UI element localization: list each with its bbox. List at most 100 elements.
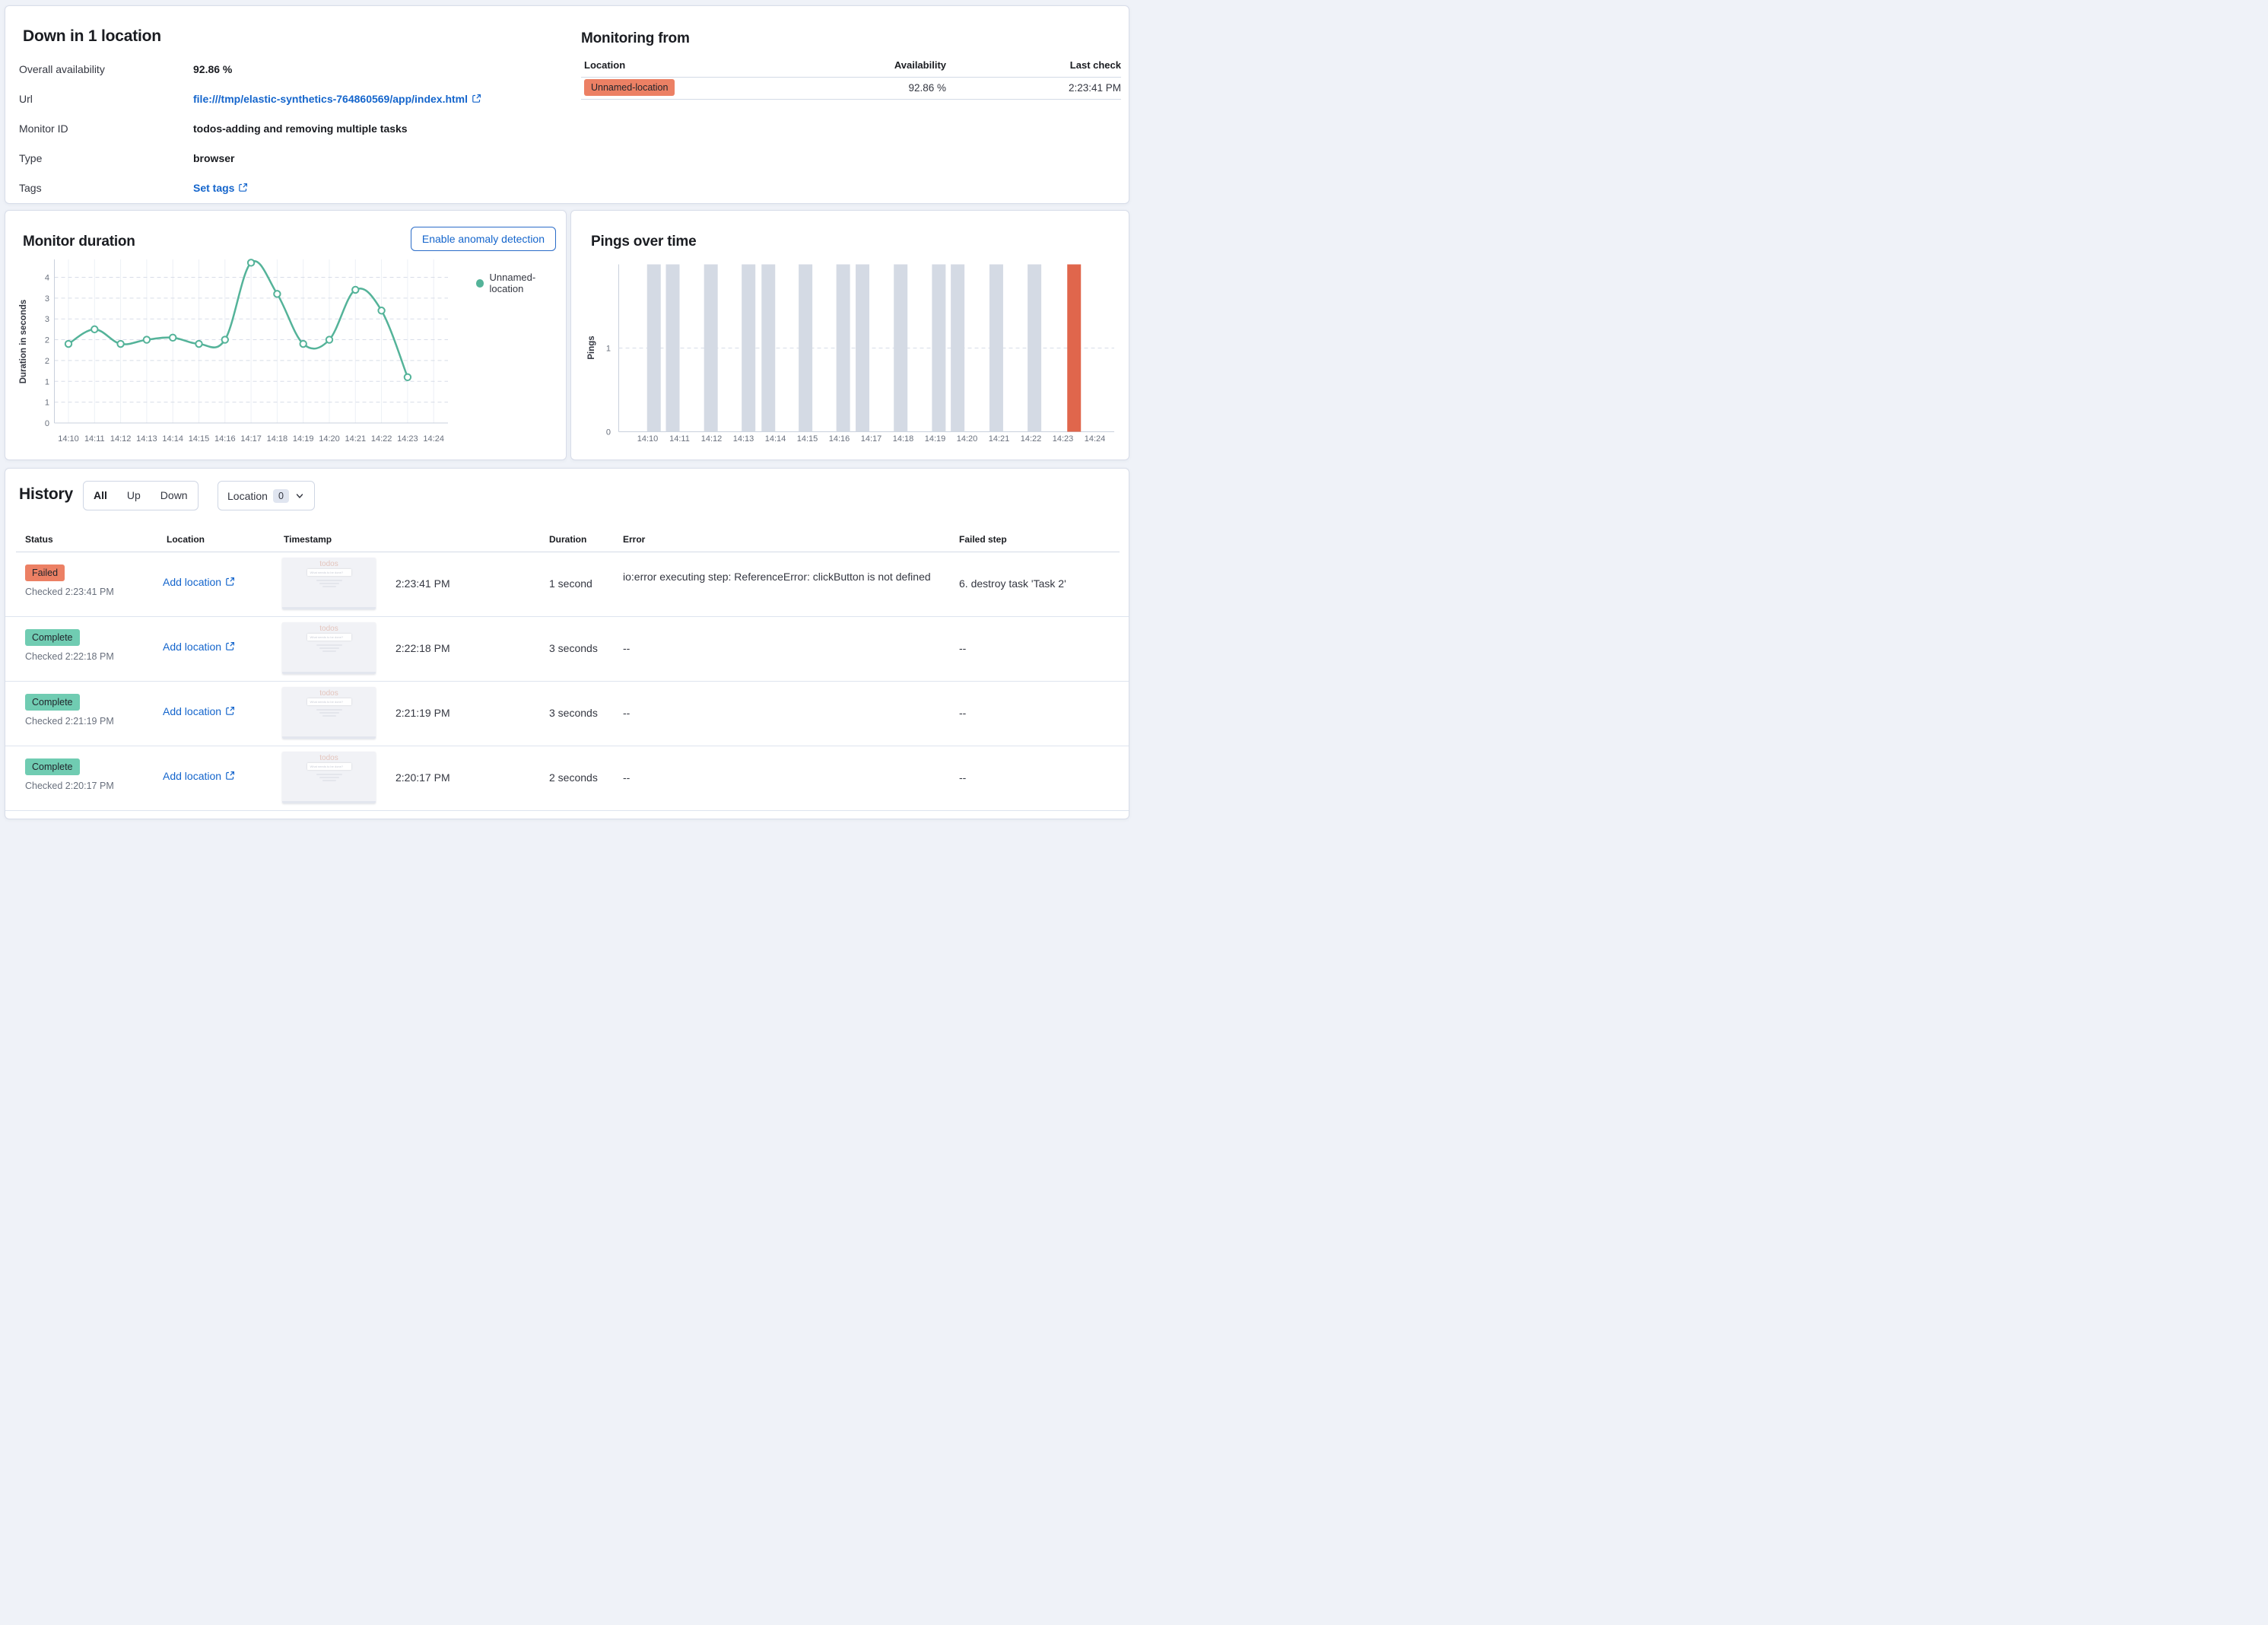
location-filter-dropdown[interactable]: Location 0 <box>218 481 315 510</box>
duration-cell: 2 seconds <box>549 771 598 784</box>
external-link-icon <box>226 577 235 586</box>
external-link-icon <box>239 183 248 192</box>
thumbnail-app-title: todos <box>319 625 338 633</box>
enable-anomaly-detection-button[interactable]: Enable anomaly detection <box>410 227 556 251</box>
add-location-link[interactable]: Add location <box>163 641 235 653</box>
add-location-link[interactable]: Add location <box>163 576 235 588</box>
step-screenshot-thumbnail[interactable]: todos What needs to be done? <box>282 622 376 674</box>
svg-text:14:17: 14:17 <box>861 434 882 444</box>
thumbnail-input: What needs to be done? <box>307 569 351 576</box>
svg-text:14:15: 14:15 <box>797 434 818 444</box>
thumbnail-input: What needs to be done? <box>307 763 351 770</box>
summary-row-url: Url file:///tmp/elastic-synthetics-764860… <box>19 93 551 114</box>
error-cell: -- <box>623 642 631 654</box>
summary-label: Monitor ID <box>19 122 68 135</box>
svg-text:Duration in seconds: Duration in seconds <box>19 300 28 384</box>
checked-time: Checked 2:23:41 PM <box>25 587 114 597</box>
status-badge: Failed <box>25 564 65 581</box>
svg-text:14:18: 14:18 <box>893 434 914 444</box>
svg-text:14:23: 14:23 <box>397 434 418 444</box>
legend-label: Unnamed-location <box>489 272 536 294</box>
error-cell: -- <box>623 771 631 784</box>
svg-text:14:11: 14:11 <box>84 434 105 444</box>
thumbnail-input: What needs to be done? <box>307 634 351 641</box>
summary-label: Type <box>19 152 43 164</box>
svg-text:14:14: 14:14 <box>765 434 786 444</box>
th-location: Location <box>167 534 205 545</box>
chart-legend[interactable]: Unnamed-location <box>476 272 566 294</box>
th-duration: Duration <box>549 534 587 545</box>
thumbnail-app-title: todos <box>319 754 338 762</box>
thumbnail-app-title: todos <box>319 560 338 568</box>
failed-step-cell: -- <box>959 771 967 784</box>
monitoring-from-title: Monitoring from <box>581 30 690 46</box>
add-location-link[interactable]: Add location <box>163 705 235 717</box>
svg-text:14:14: 14:14 <box>162 434 183 444</box>
filter-down[interactable]: Down <box>160 489 188 501</box>
filter-all[interactable]: All <box>94 489 107 501</box>
location-badge: Unnamed-location <box>584 79 675 96</box>
summary-link[interactable]: Set tags <box>193 182 248 194</box>
svg-text:4: 4 <box>45 273 49 282</box>
status-filter-group: All Up Down <box>83 481 199 510</box>
summary-label: Tags <box>19 182 42 194</box>
external-link-icon <box>472 94 481 103</box>
external-link-icon <box>226 771 235 780</box>
svg-text:1: 1 <box>45 399 49 408</box>
error-cell: -- <box>623 707 631 719</box>
summary-row-overall-availability: Overall availability 92.86 % <box>19 63 551 84</box>
error-cell: io:error executing step: ReferenceError:… <box>623 571 931 583</box>
svg-text:14:11: 14:11 <box>669 434 690 444</box>
svg-text:14:15: 14:15 <box>189 434 210 444</box>
step-screenshot-thumbnail[interactable]: todos What needs to be done? <box>282 752 376 803</box>
th-failed-step: Failed step <box>959 534 1007 545</box>
svg-text:14:18: 14:18 <box>267 434 288 444</box>
svg-text:3: 3 <box>45 294 49 304</box>
svg-text:3: 3 <box>45 315 49 324</box>
duration-cell: 1 second <box>549 577 592 590</box>
th-timestamp: Timestamp <box>284 534 332 545</box>
step-screenshot-thumbnail[interactable]: todos What needs to be done? <box>282 558 376 609</box>
monitor-overview-panel: Down in 1 location Overall availability 9… <box>5 5 1129 204</box>
pings-over-time-title: Pings over time <box>591 234 697 250</box>
step-screenshot-thumbnail[interactable]: todos What needs to be done? <box>282 687 376 739</box>
svg-text:14:17: 14:17 <box>240 434 262 444</box>
summary-link[interactable]: file:///tmp/elastic-synthetics-764860569… <box>193 93 481 105</box>
svg-text:14:10: 14:10 <box>637 434 659 444</box>
svg-text:Pings: Pings <box>587 335 596 359</box>
checked-time: Checked 2:20:17 PM <box>25 781 114 791</box>
svg-text:14:23: 14:23 <box>1053 434 1074 444</box>
svg-text:14:24: 14:24 <box>1085 434 1106 444</box>
filter-up[interactable]: Up <box>126 489 141 501</box>
svg-text:14:19: 14:19 <box>925 434 946 444</box>
status-badge: Complete <box>25 629 80 646</box>
history-panel: History All Up Down Location 0 Status Lo… <box>5 468 1129 819</box>
monitor-duration-title: Monitor duration <box>23 234 135 250</box>
failed-step-cell: -- <box>959 642 967 654</box>
svg-text:1: 1 <box>606 345 611 354</box>
summary-value: 92.86 % <box>193 63 233 75</box>
svg-text:14:12: 14:12 <box>110 434 132 444</box>
last-check-value: 2:23:41 PM <box>1068 82 1121 94</box>
svg-text:14:13: 14:13 <box>136 434 157 444</box>
svg-text:2: 2 <box>45 336 49 345</box>
summary-row-tags: Tags Set tags <box>19 182 551 203</box>
add-location-link[interactable]: Add location <box>163 770 235 782</box>
checked-time: Checked 2:21:19 PM <box>25 716 114 727</box>
thumbnail-input: What needs to be done? <box>307 698 351 705</box>
summary-label: Overall availability <box>19 63 105 75</box>
summary-label: Url <box>19 93 33 105</box>
svg-text:14:19: 14:19 <box>293 434 314 444</box>
summary-value: todos-adding and removing multiple tasks <box>193 122 408 135</box>
location-filter-label: Location <box>227 489 268 502</box>
svg-text:14:13: 14:13 <box>733 434 754 444</box>
summary-row-monitor-id: Monitor ID todos-adding and removing mult… <box>19 122 551 144</box>
duration-cell: 3 seconds <box>549 642 598 654</box>
timestamp-cell: 2:22:18 PM <box>395 642 450 654</box>
svg-text:0: 0 <box>45 419 49 428</box>
svg-text:0: 0 <box>606 428 611 437</box>
status-badge: Complete <box>25 694 80 711</box>
timestamp-cell: 2:23:41 PM <box>395 577 450 590</box>
failed-step-cell: 6. destroy task 'Task 2' <box>959 577 1066 590</box>
checked-time: Checked 2:22:18 PM <box>25 651 114 662</box>
